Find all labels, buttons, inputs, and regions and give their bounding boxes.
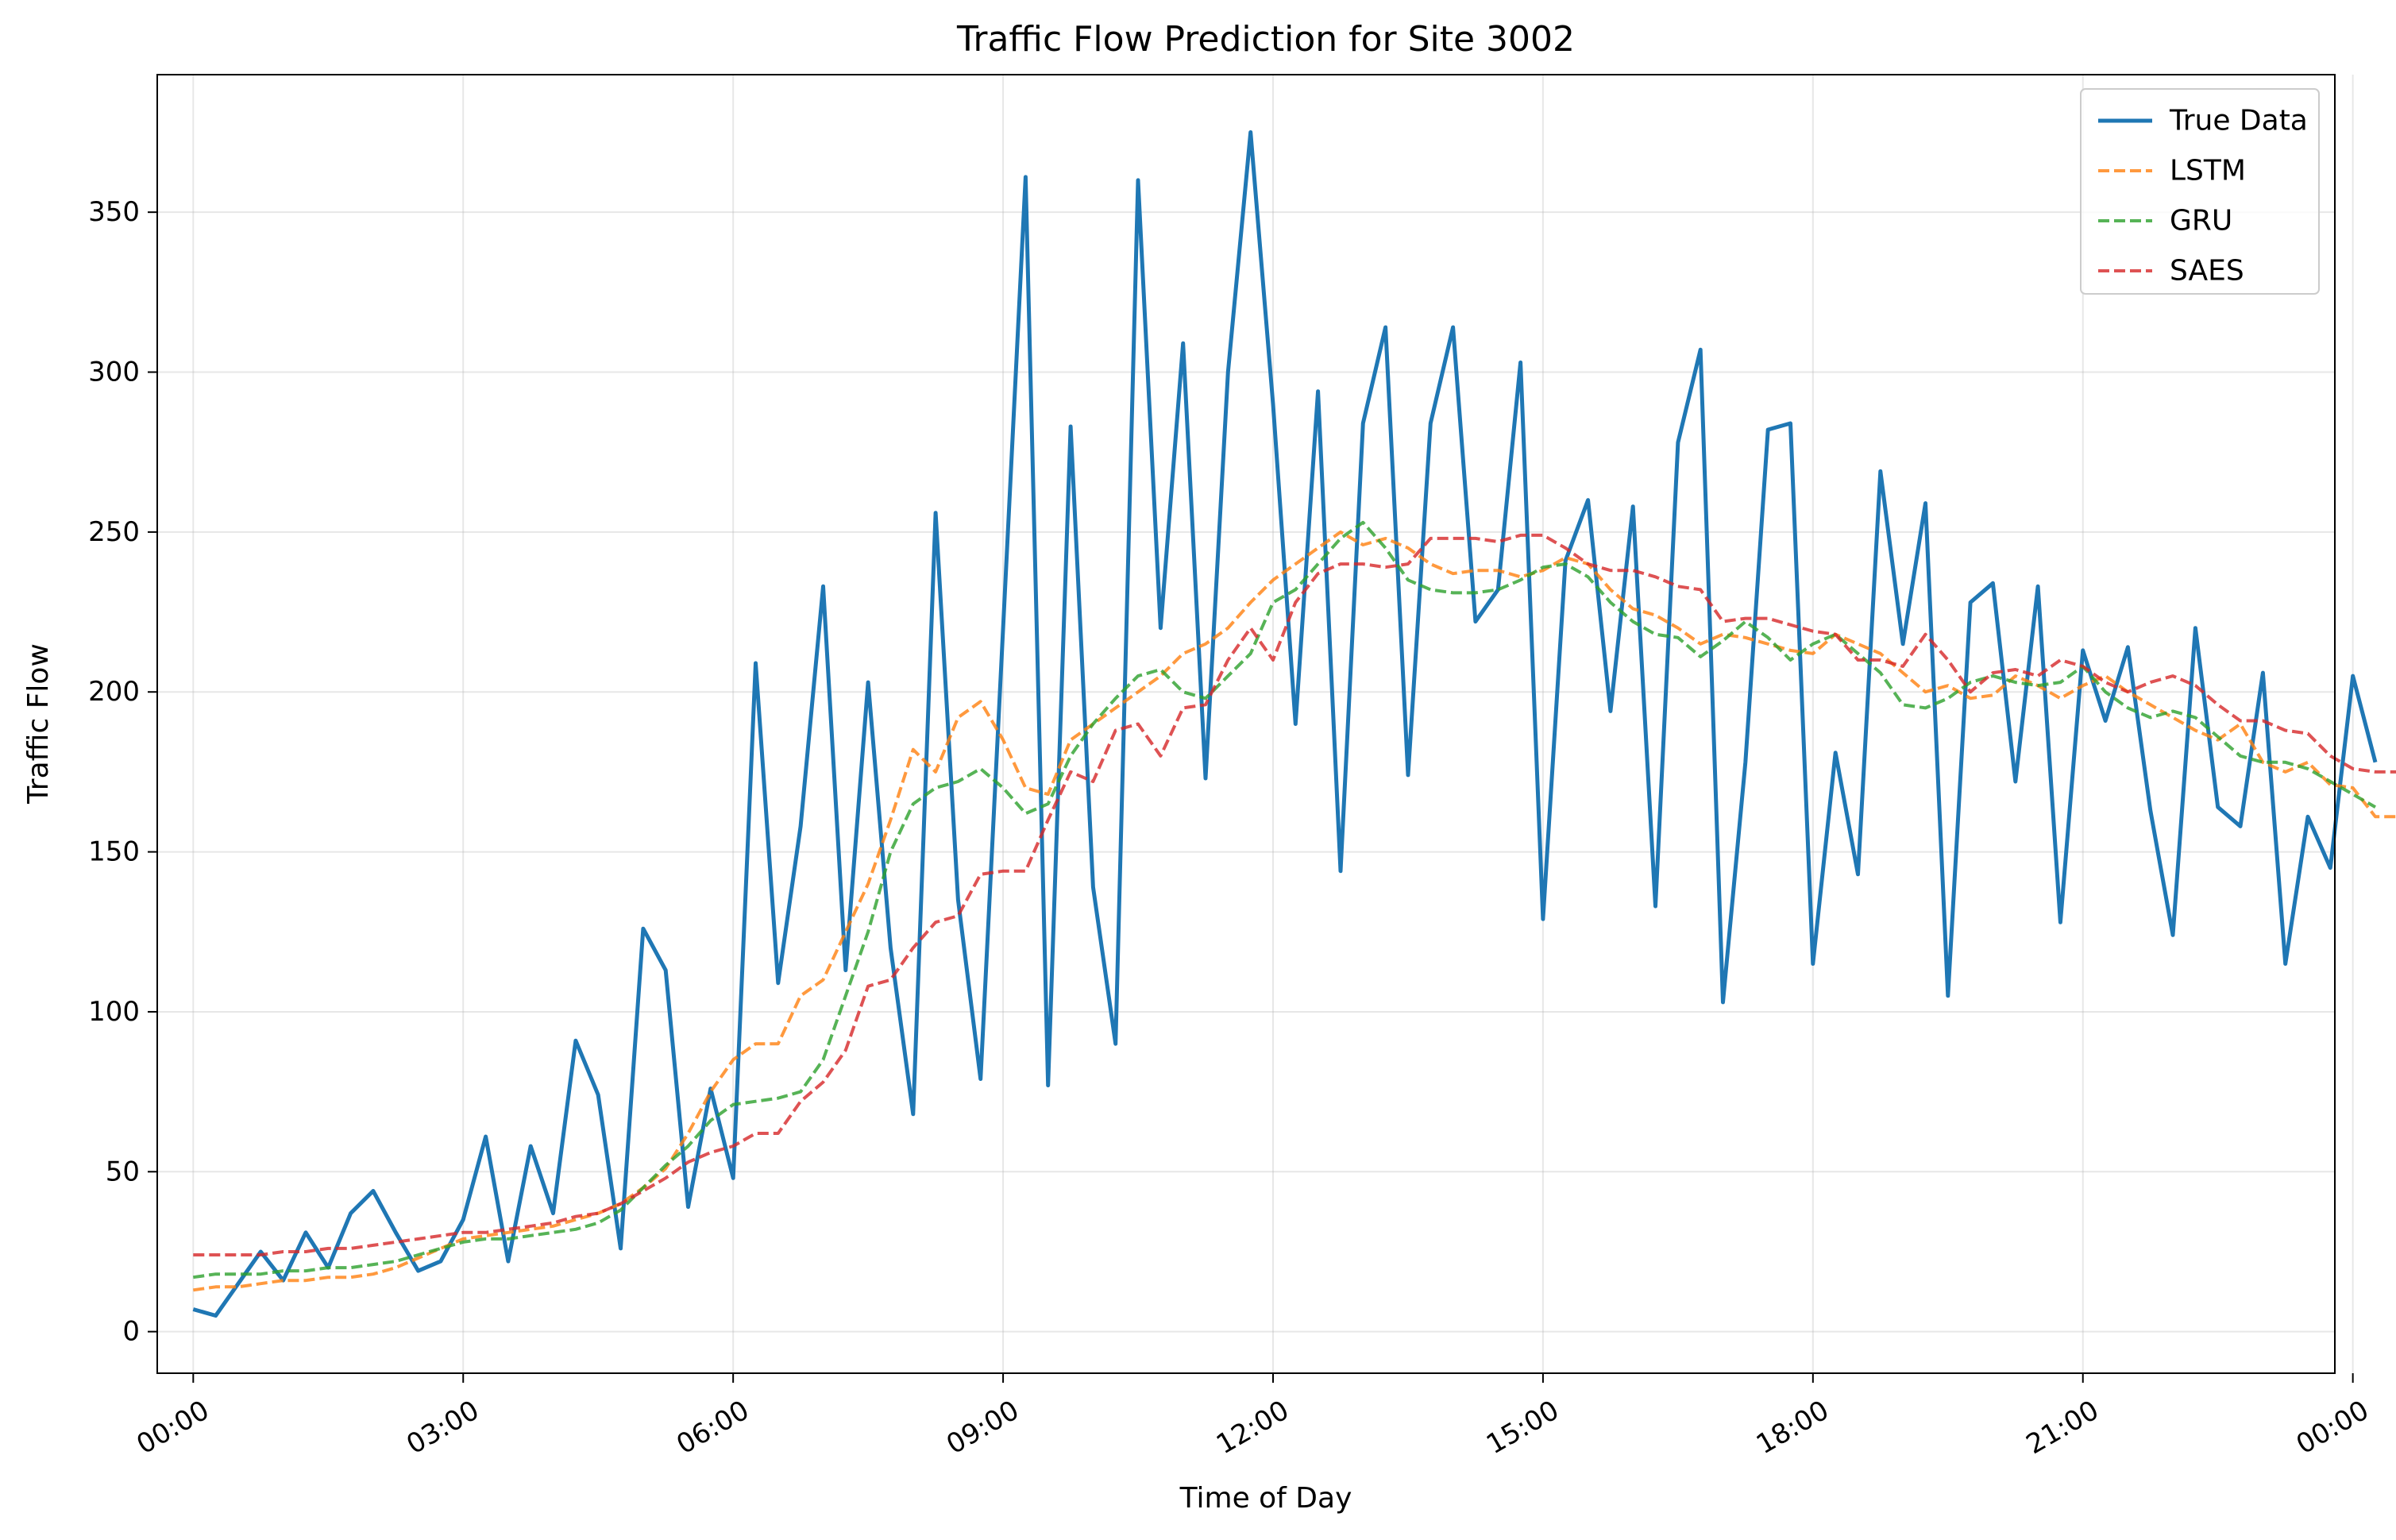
y-tick-label: 250: [88, 516, 140, 548]
chart-title: Traffic Flow Prediction for Site 3002: [956, 19, 1575, 60]
legend-label: True Data: [2169, 105, 2308, 137]
series-line-true-data: [192, 130, 2378, 1318]
y-tick-label: 150: [88, 836, 140, 868]
y-axis-label: Traffic Flow: [22, 643, 55, 805]
series-lines: [192, 130, 2396, 1318]
plot-frame: [156, 74, 2336, 1374]
x-axis-label: Time of Day: [1179, 1482, 1352, 1515]
y-tick-label: 200: [88, 676, 140, 708]
legend-box: [2080, 88, 2320, 295]
legend-label: SAES: [2170, 255, 2244, 288]
y-tick-label: 350: [88, 196, 140, 228]
y-axis-ticks: 0 50 100 150 200 250 300 350: [88, 196, 157, 1348]
y-tick-label: 100: [88, 996, 140, 1028]
series-line-lstm: [193, 530, 2396, 1292]
series-line-gru: [193, 520, 2376, 1279]
y-tick-label: 0: [122, 1316, 140, 1348]
y-tick-label: 300: [88, 357, 140, 388]
legend-label: LSTM: [2170, 155, 2246, 187]
legend-label: GRU: [2170, 205, 2232, 237]
legend: True Data LSTM GRU SAES: [2080, 88, 2320, 295]
y-tick-label: 50: [106, 1156, 140, 1187]
series-line-saes: [193, 533, 2396, 1256]
